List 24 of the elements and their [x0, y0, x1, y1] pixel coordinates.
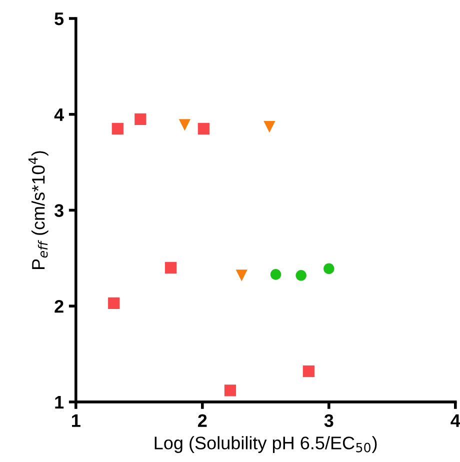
point — [108, 297, 120, 310]
point — [134, 113, 146, 125]
x-tick-label: 3 — [324, 414, 334, 428]
point — [324, 263, 334, 274]
x-tick-label: 2 — [198, 414, 207, 427]
point — [164, 262, 177, 274]
y-tick-label: 5 — [54, 12, 64, 26]
point — [302, 365, 314, 378]
point — [236, 270, 248, 282]
point — [264, 120, 276, 133]
point — [224, 384, 236, 396]
y-tick-label: 3 — [54, 204, 64, 217]
point — [178, 119, 190, 131]
x-tick-label: 4 — [450, 414, 460, 427]
y-tick-label: 2 — [54, 300, 64, 313]
x-tick-label: 1 — [72, 414, 80, 427]
point — [198, 122, 210, 135]
x-axis-title: Log (Solubility pH 6.5/EC$_{50}$) — [154, 436, 377, 453]
y-tick-label: 1 — [55, 396, 64, 408]
point — [296, 270, 306, 281]
y-tick-label: 4 — [54, 108, 64, 121]
y-axis-title: P$_{eff}$ (cm/s*10$^{4}$) — [28, 151, 48, 269]
point — [270, 269, 282, 280]
point — [112, 122, 124, 135]
